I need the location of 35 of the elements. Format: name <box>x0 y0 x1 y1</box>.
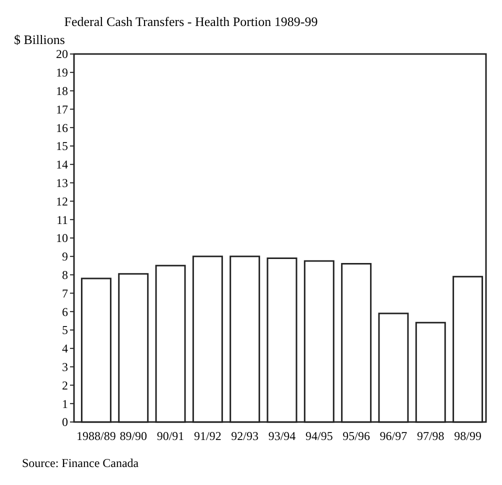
y-tick-label: 11 <box>56 212 68 227</box>
y-tick-label: 10 <box>56 231 68 246</box>
y-tick-label: 20 <box>56 47 68 62</box>
x-tick-label: 95/96 <box>342 429 370 443</box>
y-tick-label: 4 <box>62 342 68 356</box>
y-tick-label: 13 <box>56 176 68 190</box>
y-tick-label: 8 <box>62 268 68 282</box>
source-note: Source: Finance Canada <box>22 456 140 470</box>
y-tick-label: 0 <box>62 415 68 430</box>
y-tick-label: 16 <box>56 120 68 135</box>
y-tick-label: 1 <box>62 396 68 411</box>
x-tick-label: 93/94 <box>268 429 296 443</box>
y-tick-label: 7 <box>62 286 68 300</box>
x-tick-label: 91/92 <box>194 429 222 443</box>
x-tick-label: 94/95 <box>305 429 333 443</box>
y-tick-label: 2 <box>62 378 68 392</box>
y-tick-label: 19 <box>56 66 68 80</box>
chart-title: Federal Cash Transfers - Health Portion 1989-99 <box>64 14 318 29</box>
y-tick-label: 12 <box>56 194 68 208</box>
x-tick-label: 90/91 <box>156 429 184 443</box>
x-tick-label: 89/90 <box>120 429 148 443</box>
x-tick-label: 92/93 <box>231 429 259 443</box>
y-tick-label: 17 <box>56 102 68 116</box>
y-tick-label: 6 <box>62 304 68 319</box>
x-tick-label: 98/99 <box>454 429 482 443</box>
y-tick-label: 15 <box>56 139 68 154</box>
y-tick-label: 3 <box>62 360 68 374</box>
x-tick-label: 97/98 <box>416 429 444 443</box>
y-tick-label: 5 <box>62 323 68 338</box>
y-tick-label: 9 <box>62 250 68 264</box>
x-tick-label: 1988/89 <box>76 429 116 443</box>
y-axis-title: $ Billions <box>14 32 65 47</box>
y-tick-label: 14 <box>56 158 68 172</box>
y-tick-label: 18 <box>56 84 68 98</box>
x-tick-label: 96/97 <box>380 429 408 443</box>
